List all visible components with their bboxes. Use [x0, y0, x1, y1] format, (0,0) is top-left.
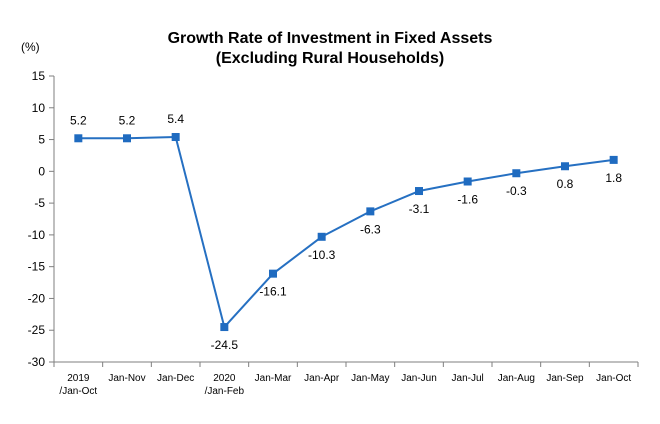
data-label: 1.8 [605, 171, 622, 185]
x-tick-label: Jan-Oct [596, 373, 631, 384]
data-point-marker [415, 187, 423, 196]
y-tick-label: -20 [28, 291, 46, 305]
data-label: 5.2 [119, 113, 136, 127]
data-point-marker [269, 269, 277, 278]
data-label: -16.1 [259, 285, 287, 299]
x-tick-label: 2019 [67, 373, 90, 384]
x-tick-label: Jan-Aug [498, 373, 535, 384]
data-label: -3.1 [409, 202, 430, 216]
y-tick-label: 15 [32, 69, 46, 83]
x-tick-label: Jan-Mar [255, 373, 292, 384]
data-point-marker [609, 155, 618, 164]
data-point-marker [74, 134, 83, 143]
y-tick-label: 10 [32, 101, 46, 115]
data-label: 0.8 [557, 177, 574, 191]
data-point-marker [317, 232, 326, 241]
data-point-marker [123, 134, 131, 143]
y-tick-label: -30 [28, 355, 46, 369]
data-label: -6.3 [360, 222, 381, 236]
x-tick-label: Jan-Jun [401, 373, 437, 384]
data-label: -24.5 [211, 338, 239, 352]
data-point-marker [512, 169, 521, 178]
data-label: 5.2 [70, 113, 87, 127]
data-label: 5.4 [167, 112, 184, 126]
series-line-path [78, 136, 614, 329]
chart-title-line-2: (Excluding Rural Households) [216, 50, 444, 67]
data-label: -10.3 [308, 248, 336, 262]
y-tick-label: 0 [38, 164, 45, 178]
data-point-marker [463, 177, 472, 186]
x-tick-label: Jan-May [351, 373, 389, 384]
chart-title-line-1: Growth Rate of Investment in Fixed Asset… [168, 30, 493, 47]
y-axis-unit: (%) [21, 40, 40, 54]
x-tick-label: Jan-Dec [157, 373, 194, 384]
series-line: 5.2 5.2 5.4 -24.5 -16.1 -10.3 -6.3 -3.1 -1.6 -0.3… [70, 112, 622, 352]
data-point-marker [220, 323, 229, 332]
y-tick-label: -25 [28, 323, 46, 337]
x-tick-label: Jan-Nov [108, 373, 145, 384]
data-point-marker [366, 207, 375, 216]
y-tick-label: -5 [34, 196, 45, 210]
data-point-marker [561, 162, 569, 171]
x-tick-label: 2020 [213, 373, 236, 384]
x-tick-label: Jan-Sep [546, 373, 584, 384]
x-tick-label: /Jan-Oct [59, 386, 97, 397]
x-tick-label: Jan-Jul [452, 373, 484, 384]
x-tick-label: /Jan-Feb [205, 386, 245, 397]
y-tick-label: -15 [28, 260, 46, 274]
data-label: -1.6 [457, 193, 478, 207]
y-tick-label: 5 [38, 133, 45, 147]
axes: 15 10 5 0 -5 -10 -15 -20 -25 -30 2019/Jan-Oct Jan-N… [28, 69, 639, 397]
y-tick-label: -10 [28, 228, 46, 242]
x-tick-label: Jan-Apr [304, 373, 340, 384]
data-label: -0.3 [506, 184, 527, 198]
data-point-marker [171, 133, 180, 142]
